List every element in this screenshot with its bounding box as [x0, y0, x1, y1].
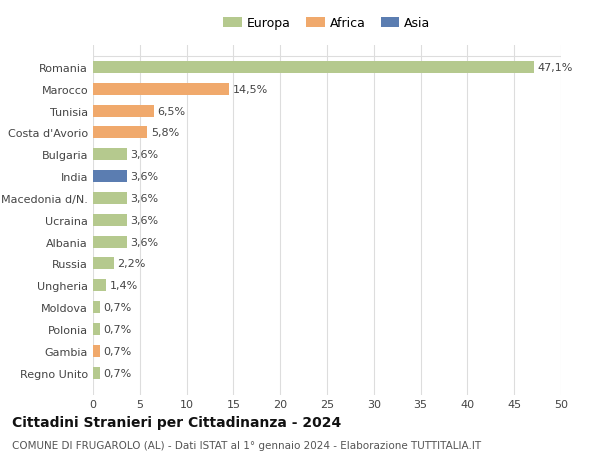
- Bar: [93, 171, 127, 183]
- Text: 3,6%: 3,6%: [130, 194, 158, 203]
- Text: COMUNE DI FRUGAROLO (AL) - Dati ISTAT al 1° gennaio 2024 - Elaborazione TUTTITAL: COMUNE DI FRUGAROLO (AL) - Dati ISTAT al…: [12, 440, 481, 450]
- Bar: [93, 127, 147, 139]
- Text: 5,8%: 5,8%: [151, 128, 179, 138]
- Text: 1,4%: 1,4%: [110, 281, 138, 291]
- Text: 3,6%: 3,6%: [130, 150, 158, 160]
- Bar: [93, 192, 127, 205]
- Text: 3,6%: 3,6%: [130, 215, 158, 225]
- Bar: [93, 214, 127, 226]
- Bar: [93, 62, 534, 74]
- Text: 14,5%: 14,5%: [232, 84, 268, 95]
- Text: 0,7%: 0,7%: [103, 368, 131, 378]
- Bar: [93, 280, 106, 292]
- Bar: [93, 106, 154, 118]
- Bar: [93, 323, 100, 335]
- Bar: [93, 345, 100, 357]
- Text: 0,7%: 0,7%: [103, 302, 131, 313]
- Bar: [93, 302, 100, 313]
- Text: 6,5%: 6,5%: [158, 106, 186, 116]
- Legend: Europa, Africa, Asia: Europa, Africa, Asia: [218, 12, 436, 35]
- Bar: [93, 367, 100, 379]
- Text: 3,6%: 3,6%: [130, 172, 158, 182]
- Bar: [93, 84, 229, 95]
- Text: 0,7%: 0,7%: [103, 346, 131, 356]
- Text: 47,1%: 47,1%: [538, 63, 573, 73]
- Text: 3,6%: 3,6%: [130, 237, 158, 247]
- Text: Cittadini Stranieri per Cittadinanza - 2024: Cittadini Stranieri per Cittadinanza - 2…: [12, 415, 341, 429]
- Text: 0,7%: 0,7%: [103, 325, 131, 334]
- Text: 2,2%: 2,2%: [118, 259, 146, 269]
- Bar: [93, 149, 127, 161]
- Bar: [93, 236, 127, 248]
- Bar: [93, 258, 113, 270]
